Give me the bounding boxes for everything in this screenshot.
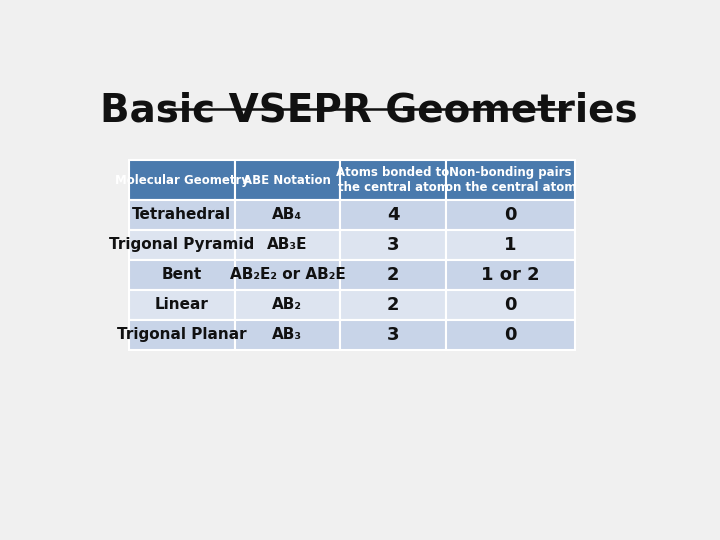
Text: Atoms bonded to
the central atom: Atoms bonded to the central atom (336, 166, 449, 194)
FancyBboxPatch shape (235, 320, 341, 349)
FancyBboxPatch shape (129, 320, 235, 349)
Text: Trigonal Planar: Trigonal Planar (117, 327, 247, 342)
FancyBboxPatch shape (129, 160, 235, 200)
Text: 4: 4 (387, 206, 400, 224)
Text: Linear: Linear (155, 297, 209, 312)
FancyBboxPatch shape (446, 160, 575, 200)
FancyBboxPatch shape (235, 260, 341, 290)
Text: AB₃: AB₃ (272, 327, 302, 342)
Text: AB₃E: AB₃E (267, 238, 307, 252)
FancyBboxPatch shape (341, 320, 446, 349)
Text: Basic VSEPR Geometries: Basic VSEPR Geometries (100, 92, 638, 130)
Text: 1: 1 (504, 236, 517, 254)
Text: Trigonal Pyramid: Trigonal Pyramid (109, 238, 254, 252)
Text: 3: 3 (387, 326, 400, 343)
FancyBboxPatch shape (341, 160, 446, 200)
FancyBboxPatch shape (446, 290, 575, 320)
FancyBboxPatch shape (341, 200, 446, 230)
FancyBboxPatch shape (446, 320, 575, 349)
FancyBboxPatch shape (235, 160, 341, 200)
FancyBboxPatch shape (235, 200, 341, 230)
FancyBboxPatch shape (129, 200, 235, 230)
FancyBboxPatch shape (341, 290, 446, 320)
Text: AB₄: AB₄ (272, 207, 302, 222)
FancyBboxPatch shape (235, 230, 341, 260)
FancyBboxPatch shape (341, 230, 446, 260)
FancyBboxPatch shape (129, 230, 235, 260)
Text: 2: 2 (387, 296, 400, 314)
FancyBboxPatch shape (341, 260, 446, 290)
FancyBboxPatch shape (129, 260, 235, 290)
FancyBboxPatch shape (446, 200, 575, 230)
Text: 1 or 2: 1 or 2 (481, 266, 540, 284)
FancyBboxPatch shape (446, 230, 575, 260)
Text: 0: 0 (504, 296, 517, 314)
Text: 2: 2 (387, 266, 400, 284)
Text: ABE Notation: ABE Notation (243, 174, 331, 187)
Text: 3: 3 (387, 236, 400, 254)
Text: Molecular Geometry: Molecular Geometry (115, 174, 249, 187)
Text: Bent: Bent (162, 267, 202, 282)
Text: Non-bonding pairs
on the central atom: Non-bonding pairs on the central atom (445, 166, 576, 194)
FancyBboxPatch shape (235, 290, 341, 320)
Text: 0: 0 (504, 326, 517, 343)
Text: Tetrahedral: Tetrahedral (132, 207, 231, 222)
FancyBboxPatch shape (446, 260, 575, 290)
FancyBboxPatch shape (129, 290, 235, 320)
Text: AB₂E₂ or AB₂E: AB₂E₂ or AB₂E (230, 267, 346, 282)
Text: 0: 0 (504, 206, 517, 224)
Text: AB₂: AB₂ (272, 297, 302, 312)
